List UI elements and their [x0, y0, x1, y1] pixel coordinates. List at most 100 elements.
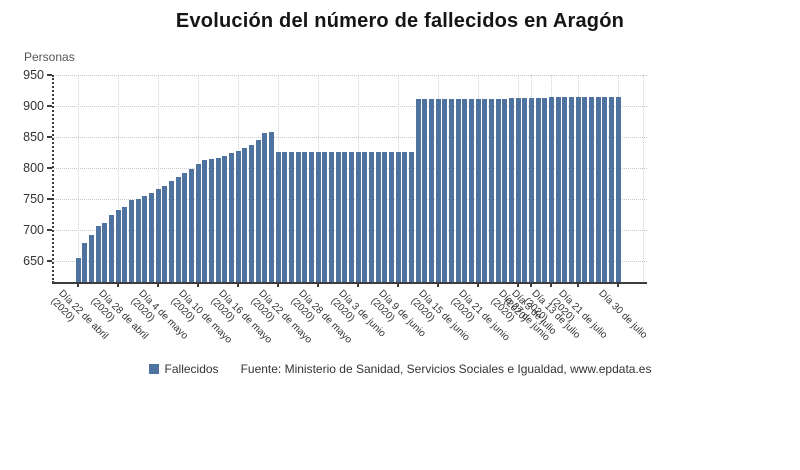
y-axis-tick-label: 800 [23, 161, 44, 176]
bar [162, 185, 168, 282]
chart-title: Evolución del número de fallecidos en Ar… [175, 10, 625, 32]
bar [155, 188, 161, 282]
x-axis-tick [617, 283, 619, 287]
bar [275, 151, 281, 282]
bar [282, 151, 288, 282]
bar [222, 156, 228, 282]
bar [102, 223, 108, 282]
bar [328, 151, 334, 282]
bar [448, 99, 454, 282]
gridline-vertical [78, 75, 79, 283]
x-axis-tick [277, 283, 279, 287]
bar [602, 96, 608, 282]
bar [462, 99, 468, 282]
bar [335, 151, 341, 282]
bar [488, 98, 494, 282]
gridline-horizontal [52, 137, 647, 139]
gridline-horizontal [52, 106, 647, 108]
bar [295, 151, 301, 282]
gridline-horizontal [52, 75, 647, 76]
x-axis-tick [530, 283, 533, 287]
bar [548, 97, 554, 282]
bar [135, 198, 141, 282]
bar [455, 99, 461, 282]
bar [435, 99, 441, 282]
bar [502, 98, 508, 282]
y-axis-tick [47, 167, 52, 170]
source-text: Fuente: Ministerio de Sanidad, Servicios… [240, 362, 652, 376]
bar [382, 151, 388, 282]
x-axis-tick [77, 283, 79, 287]
bar [402, 151, 408, 282]
bar [82, 242, 88, 282]
legend-item-fallecidos: Fallecidos [148, 362, 219, 376]
x-axis-line [52, 282, 647, 284]
legend-row: Fallecidos Fuente: Ministerio de Sanidad… [0, 362, 800, 376]
bar [368, 151, 374, 282]
bar [615, 96, 621, 282]
x-axis-tick [577, 283, 579, 287]
y-axis-line [52, 75, 54, 283]
bar [342, 151, 348, 282]
bar [122, 207, 128, 282]
bar [568, 97, 574, 282]
x-axis-tick [117, 283, 119, 287]
x-axis-tick [157, 283, 159, 287]
bar [482, 98, 488, 282]
y-axis-tick-label: 950 [23, 68, 44, 82]
bar [528, 97, 534, 282]
bar [228, 153, 234, 282]
bar [242, 147, 248, 282]
x-axis-tick [357, 283, 359, 287]
bar [115, 209, 121, 282]
bar [428, 99, 434, 282]
bar [322, 151, 328, 282]
bar [142, 196, 148, 282]
gridline-vertical [158, 75, 159, 283]
y-axis-tick [47, 260, 52, 263]
bar [542, 97, 548, 282]
bar [362, 151, 368, 282]
bar [288, 151, 294, 282]
bar [95, 225, 101, 282]
bar [315, 151, 321, 282]
y-axis-tick [47, 105, 52, 108]
y-axis-tick-label: 650 [23, 254, 44, 269]
bar [522, 97, 528, 282]
bar [388, 151, 394, 282]
y-axis-tick [47, 198, 52, 201]
bar [555, 97, 561, 282]
bar [195, 164, 201, 282]
bar [255, 139, 261, 282]
bar [168, 181, 174, 282]
x-axis-tick [317, 283, 319, 287]
bar [302, 151, 308, 282]
bar [442, 99, 448, 282]
bar [202, 160, 208, 282]
x-axis-tick [197, 283, 199, 287]
y-axis-tick-label: 750 [23, 192, 44, 207]
bar [208, 158, 214, 282]
bar [535, 97, 541, 282]
bar [148, 192, 154, 282]
bar [608, 96, 614, 282]
bar [422, 99, 428, 282]
y-axis-tick [47, 74, 52, 76]
bar [182, 173, 188, 282]
bar [262, 133, 268, 282]
bar [495, 98, 501, 282]
gridline-vertical [643, 75, 644, 283]
bar [515, 97, 521, 282]
bar [348, 151, 354, 282]
bar [408, 151, 414, 282]
bar [215, 157, 221, 282]
bar [75, 258, 81, 282]
bar [588, 96, 594, 282]
bar [475, 98, 481, 282]
bar [128, 200, 134, 282]
bar [468, 98, 474, 282]
bar [575, 97, 581, 282]
y-axis-tick-label: 700 [23, 223, 44, 238]
bar [88, 234, 94, 282]
